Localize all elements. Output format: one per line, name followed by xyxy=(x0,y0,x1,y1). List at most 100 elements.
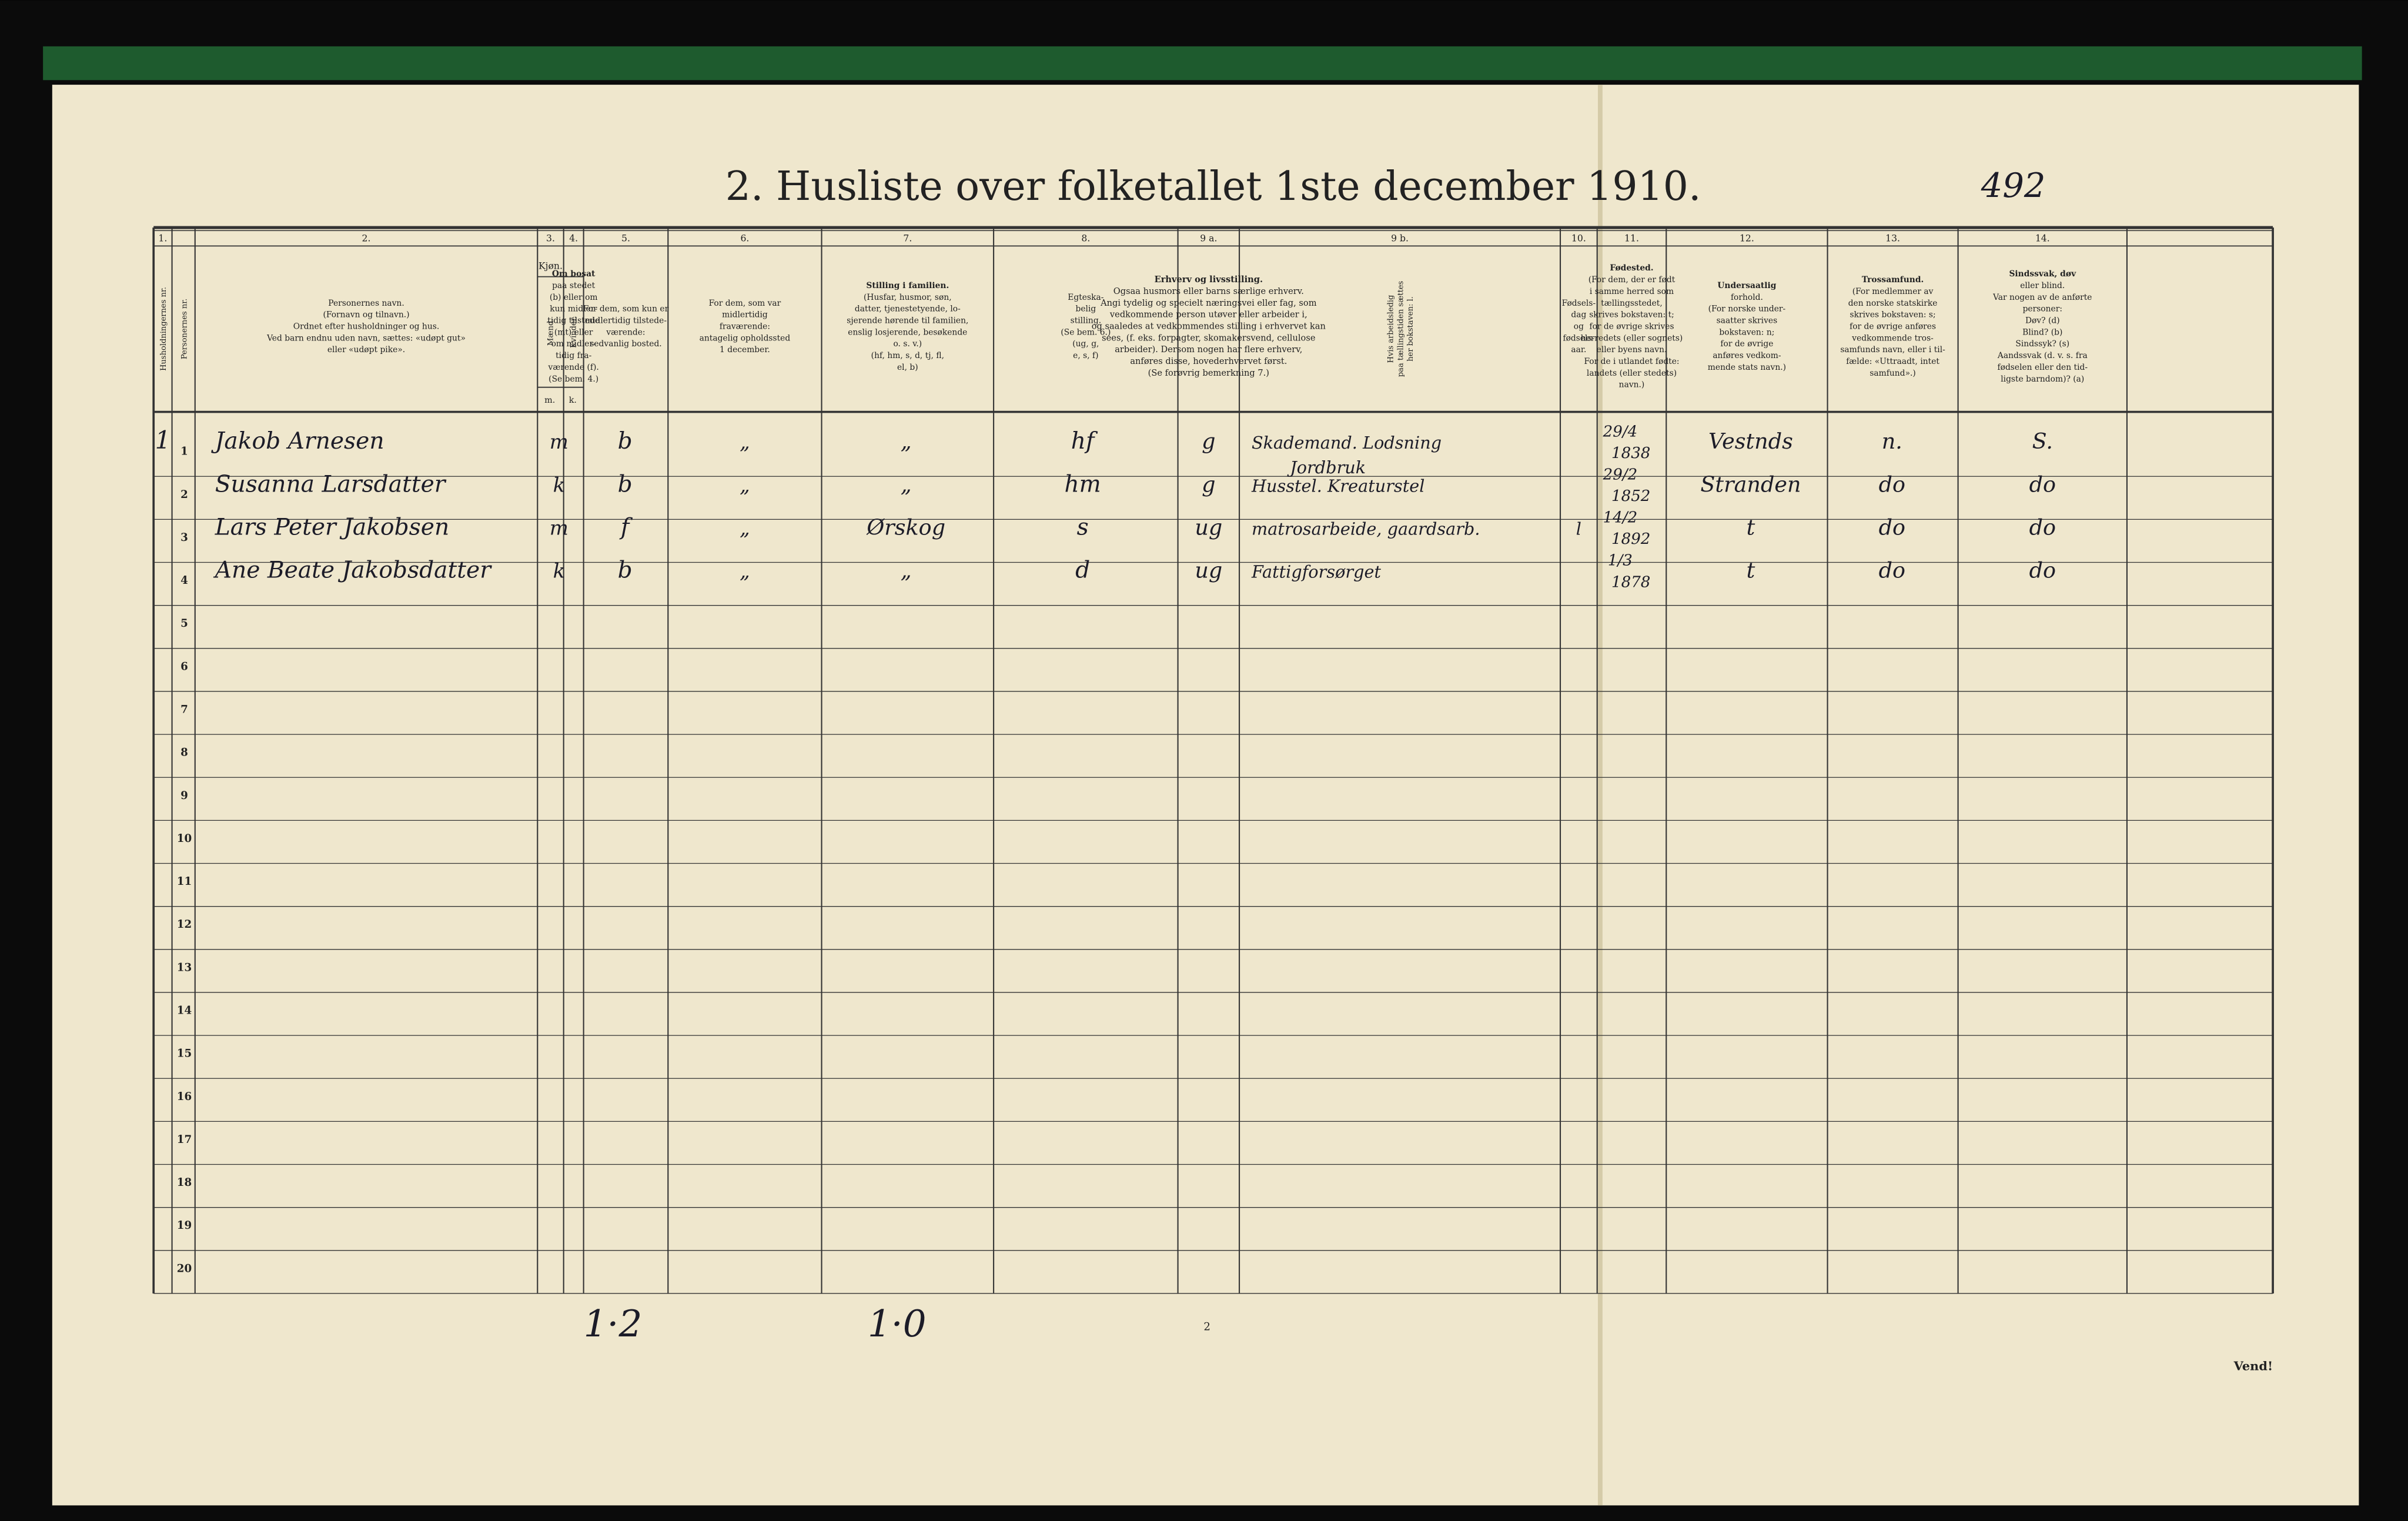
column-number: 5. xyxy=(621,233,630,244)
entry-marital: ug xyxy=(1195,515,1222,540)
column-header: (For norske under- xyxy=(1708,305,1786,314)
row-number: 16 xyxy=(177,1091,192,1103)
column-header: sjerende hørende til familien, xyxy=(847,316,968,326)
column-header: Mænd. xyxy=(546,318,555,346)
column-header: sedvanlig bosted. xyxy=(590,339,661,349)
row-number: 2 xyxy=(180,489,188,501)
column-header: sees, (f. eks. forpagter, skomakersvend,… xyxy=(1102,333,1315,343)
row-number: 5 xyxy=(180,617,188,630)
entry-name: Lars Peter Jakobsen xyxy=(215,514,450,541)
column-header: Blind? (b) xyxy=(2022,327,2062,337)
column-header: for de øvrige anføres xyxy=(1850,322,1936,331)
page-mark: 492 xyxy=(1981,166,2046,205)
column-header: vedkommende tros- xyxy=(1851,333,1934,343)
column-header: Ogsaa husmors eller barns særlige erhver… xyxy=(1113,286,1304,296)
row-number: 1 xyxy=(180,446,188,458)
column-header: Sindssvak, døv xyxy=(2009,269,2076,279)
column-header: den norske statskirke xyxy=(1848,299,1938,308)
column-header: For de i utlandet fødte: xyxy=(1584,357,1679,366)
column-header: 1 december. xyxy=(720,345,770,355)
column-header: fødselen eller den tid- xyxy=(1998,363,2088,372)
column-header: midlertidig xyxy=(722,310,768,320)
column-header: navn.) xyxy=(1619,380,1645,390)
column-header: (Husfar, husmor, søn, xyxy=(864,293,952,302)
entry-usual-residence: „ xyxy=(740,473,750,497)
column-number: 13. xyxy=(1885,233,1900,244)
entry-birth-day: 29/4 xyxy=(1603,423,1638,440)
column-header: forhold. xyxy=(1731,293,1763,302)
entry-occupation-2: Jordbruk xyxy=(1287,457,1366,477)
column-header: værende (f). xyxy=(548,363,599,372)
column-header: ligste barndom)? (a) xyxy=(2001,375,2084,384)
column-header: Stilling i familien. xyxy=(866,281,949,290)
row-number: 4 xyxy=(180,574,188,587)
column-header: tidig fra- xyxy=(556,351,591,360)
column-number: 8. xyxy=(1081,233,1090,244)
column-header: skrives bokstaven: s; xyxy=(1850,310,1936,320)
entry-marital: g xyxy=(1202,429,1215,454)
entry-sex: m xyxy=(550,430,568,454)
entry-family-position: hf xyxy=(1071,428,1098,454)
entry-family-position: s xyxy=(1077,514,1089,541)
column-number: 11. xyxy=(1624,233,1639,244)
column-header: Fødested. xyxy=(1610,263,1653,273)
entry-usual-residence: „ xyxy=(740,560,750,583)
entry-marital: g xyxy=(1202,472,1215,497)
row-number: 12 xyxy=(177,918,192,931)
column-header: Personernes nr. xyxy=(180,299,189,359)
turn-note: Vend! xyxy=(2233,1359,2273,1373)
entry-unemployed: l xyxy=(1576,519,1581,539)
column-header: Døv? (d) xyxy=(2025,316,2060,326)
row-number: 6 xyxy=(180,660,188,673)
column-header: fraværende: xyxy=(720,322,770,331)
column-header: tællingsstedet, xyxy=(1601,299,1663,308)
column-header: For dem, som kun er xyxy=(583,305,669,314)
column-header: eller «udøpt pike». xyxy=(327,345,405,355)
column-header: (b) eller om xyxy=(550,293,598,302)
entry-birth-day: 14/2 xyxy=(1603,509,1638,527)
entry-sex: m xyxy=(550,517,568,540)
column-header: og saaledes at vedkommendes stilling i e… xyxy=(1092,321,1326,331)
column-header: her bokstaven: l. xyxy=(1406,296,1415,362)
entry-name: Susanna Larsdatter xyxy=(215,471,447,497)
paper xyxy=(52,85,2359,1506)
column-header: midlertidig tilstede- xyxy=(585,316,667,326)
column-header: herredets (eller sognets) xyxy=(1581,333,1683,343)
column-header: e, s, f) xyxy=(1073,351,1098,360)
entry-birth-year: 1892 xyxy=(1611,530,1650,548)
column-header: Ved barn endnu uden navn, sættes: «udøpt… xyxy=(266,333,466,343)
column-header: Kvinder. xyxy=(570,316,578,348)
entry-temp-location: „ xyxy=(901,429,912,454)
column-header: paa tællingstiden sættes xyxy=(1396,280,1405,377)
column-header: anføres vedkom- xyxy=(1713,351,1781,360)
column-header: Trossamfund. xyxy=(1862,275,1924,285)
entry-birth-day: 29/2 xyxy=(1603,466,1638,483)
column-number: 9 a. xyxy=(1200,233,1217,244)
entry-marital: ug xyxy=(1195,558,1222,583)
entry-citizenship: do xyxy=(1879,558,1905,583)
column-header: i samme herred som xyxy=(1590,287,1674,296)
column-header: (For dem, der er født xyxy=(1588,275,1675,285)
row-number: 11 xyxy=(177,875,192,888)
entry-birth-year: 1852 xyxy=(1611,487,1650,505)
row-number: 9 xyxy=(180,790,188,802)
binding-strip xyxy=(43,46,2362,81)
column-number: 1. xyxy=(158,233,167,244)
column-header: Erhverv og livsstilling. xyxy=(1155,275,1263,285)
row-number: 8 xyxy=(180,747,188,759)
entry-residence: b xyxy=(618,471,633,497)
column-header: Personernes navn. xyxy=(328,299,404,308)
column-header: mende stats navn.) xyxy=(1708,363,1786,372)
column-header: antagelig opholdssted xyxy=(700,333,791,343)
tally: 1·0 xyxy=(868,1302,927,1345)
page-number: 2 xyxy=(1203,1321,1210,1333)
column-header: dag xyxy=(1571,310,1586,320)
column-header: fødsels- xyxy=(1563,333,1594,343)
column-header: belig xyxy=(1075,305,1096,314)
column-header: for de øvrige xyxy=(1720,339,1773,349)
column-header: o. s. v.) xyxy=(893,339,922,349)
column-header: personer: xyxy=(2023,305,2062,314)
entry-religion: do xyxy=(2029,515,2056,540)
entry-occupation: Fattigforsørget xyxy=(1251,562,1382,582)
